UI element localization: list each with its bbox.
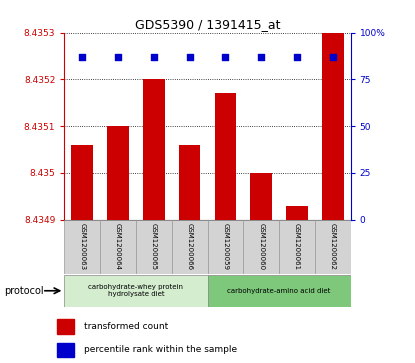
Text: carbohydrate-amino acid diet: carbohydrate-amino acid diet: [227, 288, 331, 294]
Point: [222, 54, 229, 60]
Text: GSM1200066: GSM1200066: [187, 223, 193, 270]
Point: [294, 54, 300, 60]
Text: carbohydrate-whey protein
hydrolysate diet: carbohydrate-whey protein hydrolysate di…: [88, 284, 183, 297]
Bar: [100, 220, 136, 274]
Point: [115, 54, 121, 60]
Text: GSM1200061: GSM1200061: [294, 223, 300, 270]
Bar: [279, 220, 315, 274]
Bar: [57, 319, 74, 334]
Bar: [208, 220, 243, 274]
Bar: [143, 79, 164, 220]
Point: [186, 54, 193, 60]
Point: [151, 54, 157, 60]
Bar: [57, 343, 74, 357]
Bar: [215, 93, 236, 220]
Point: [258, 54, 264, 60]
Bar: [107, 126, 129, 220]
Text: GSM1200059: GSM1200059: [222, 223, 228, 270]
Title: GDS5390 / 1391415_at: GDS5390 / 1391415_at: [135, 19, 280, 32]
Bar: [322, 33, 344, 220]
Bar: [71, 145, 93, 220]
Bar: [286, 205, 308, 220]
Text: GSM1200064: GSM1200064: [115, 223, 121, 270]
Bar: [243, 220, 279, 274]
Bar: [136, 220, 172, 274]
Bar: [172, 220, 208, 274]
Bar: [315, 220, 351, 274]
Text: GSM1200060: GSM1200060: [258, 223, 264, 270]
Point: [79, 54, 85, 60]
Bar: [179, 145, 200, 220]
Bar: [208, 275, 351, 307]
Text: percentile rank within the sample: percentile rank within the sample: [84, 345, 237, 354]
Bar: [64, 275, 208, 307]
Text: GSM1200063: GSM1200063: [79, 223, 85, 270]
Bar: [64, 220, 100, 274]
Bar: [251, 173, 272, 220]
Point: [330, 54, 336, 60]
Text: protocol: protocol: [4, 286, 44, 297]
Text: transformed count: transformed count: [84, 322, 168, 331]
Text: GSM1200065: GSM1200065: [151, 223, 157, 270]
Text: GSM1200062: GSM1200062: [330, 223, 336, 270]
